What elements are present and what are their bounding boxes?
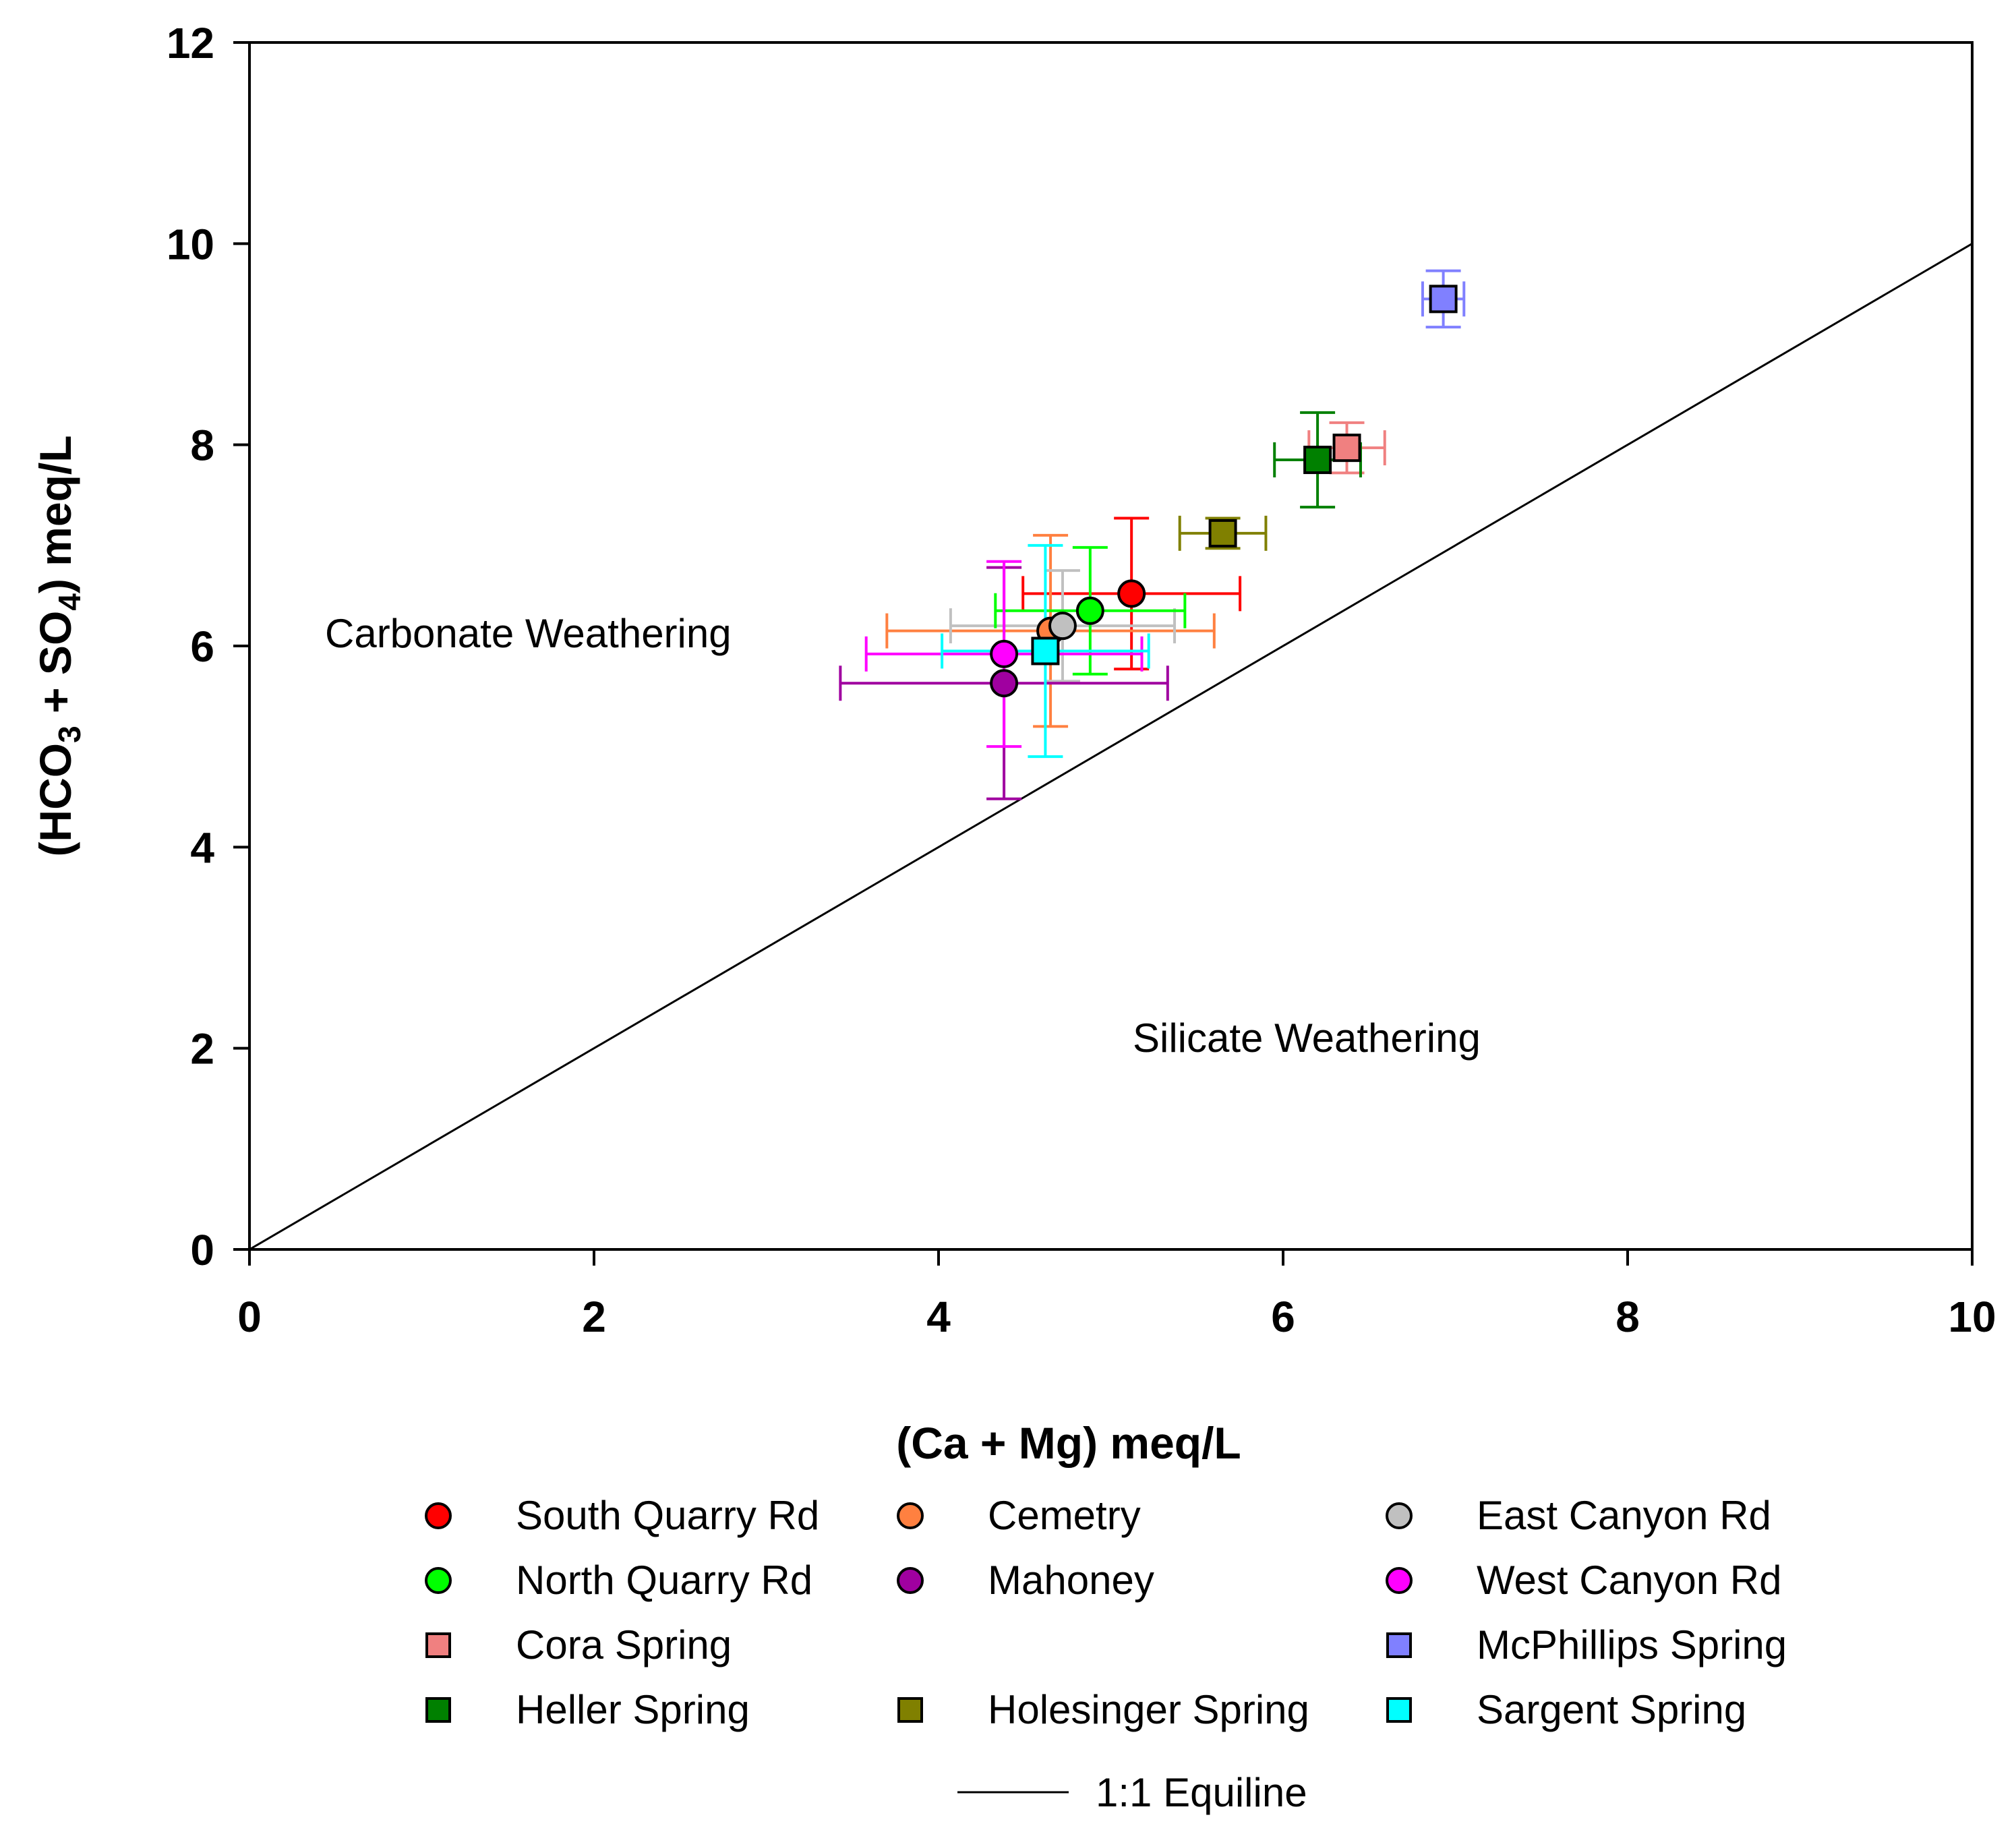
point-south-quarry-rd [1117,579,1146,608]
axis-layer: 0 2 4 6 8 10 0 2 4 6 8 10 12 [167,19,1996,1341]
point-mahoney [990,669,1019,698]
x-tick-label-8: 8 [1615,1293,1640,1341]
y-axis-title-prefix: (HCO [30,743,80,857]
legend-marker-east-canyon-rd [1386,1502,1413,1529]
y-tick-label-8: 8 [190,421,214,470]
y-axis-title: (HCO3 + SO4) meq/L [30,435,87,856]
legend-marker-west-canyon-rd [1386,1567,1413,1594]
legend-label-heller-spring: Heller Spring [516,1687,750,1732]
legend-label-mahoney: Mahoney [988,1558,1154,1603]
errorbar-layer [839,269,1466,800]
y-tick-label-4: 4 [190,823,214,872]
legend-marker-north-quarry-rd [425,1567,452,1594]
x-tick-label-2: 2 [582,1293,606,1341]
legend-label-west-canyon-rd: West Canyon Rd [1477,1558,1781,1603]
legend-marker-south-quarry-rd [425,1502,452,1529]
y-axis-title-suffix: ) meq/L [30,435,80,593]
legend-marker-cora-spring [425,1632,451,1658]
legend-marker-mcphillips-spring [1386,1632,1412,1658]
point-holesinger-spring [1208,519,1237,548]
point-mcphillips-spring [1429,285,1458,314]
legend-marker-heller-spring [425,1697,451,1723]
legend-marker-sargent-spring [1386,1697,1412,1723]
carbonate-weathering-label: Carbonate Weathering [325,611,732,656]
y-tick-label-0: 0 [190,1226,214,1274]
y-axis-title-sub1: 3 [52,726,87,743]
legend-label-sargent-spring: Sargent Spring [1477,1687,1746,1732]
y-axis-title-mid: + SO [30,611,80,726]
point-east-canyon-rd [1048,612,1077,641]
y-axis-title-sub2: 4 [52,593,87,611]
legend-label-cemetry: Cemetry [988,1493,1141,1538]
point-north-quarry-rd [1075,596,1104,625]
marker-layer [990,285,1458,698]
legend-marker-holesinger-spring [897,1697,923,1723]
x-tick-label-6: 6 [1271,1293,1295,1341]
legend-label-north-quarry-rd: North Quarry Rd [516,1558,812,1603]
legend: South Quarry Rd Cemetry East Canyon Rd Nort… [425,1493,1787,1815]
legend-label-cora-spring: Cora Spring [516,1622,732,1667]
legend-label-mcphillips-spring: McPhillips Spring [1477,1622,1787,1667]
equiline-layer [249,243,1973,1251]
y-tick-label-12: 12 [167,19,214,67]
legend-marker-cemetry [897,1502,924,1529]
x-axis-title: (Ca + Mg) meq/L [896,1418,1241,1468]
y-tick-label-10: 10 [167,220,214,268]
legend-label-south-quarry-rd: South Quarry Rd [516,1493,819,1538]
x-tick-label-10: 10 [1948,1293,1996,1341]
legend-marker-mahoney [897,1567,924,1594]
legend-label-holesinger-spring: Holesinger Spring [988,1687,1309,1732]
equiline [249,243,1973,1251]
y-tick-label-2: 2 [190,1025,214,1073]
point-west-canyon-rd [990,639,1019,668]
y-tick-label-6: 6 [190,622,214,671]
point-sargent-spring [1031,637,1060,666]
silicate-weathering-label: Silicate Weathering [1133,1015,1481,1061]
legend-label-1-1-equiline: 1:1 Equiline [1096,1770,1307,1815]
point-cora-spring [1332,434,1361,463]
x-tick-label-4: 4 [926,1293,951,1341]
legend-label-east-canyon-rd: East Canyon Rd [1477,1493,1771,1538]
point-heller-spring [1303,446,1332,475]
x-tick-label-0: 0 [237,1293,262,1341]
